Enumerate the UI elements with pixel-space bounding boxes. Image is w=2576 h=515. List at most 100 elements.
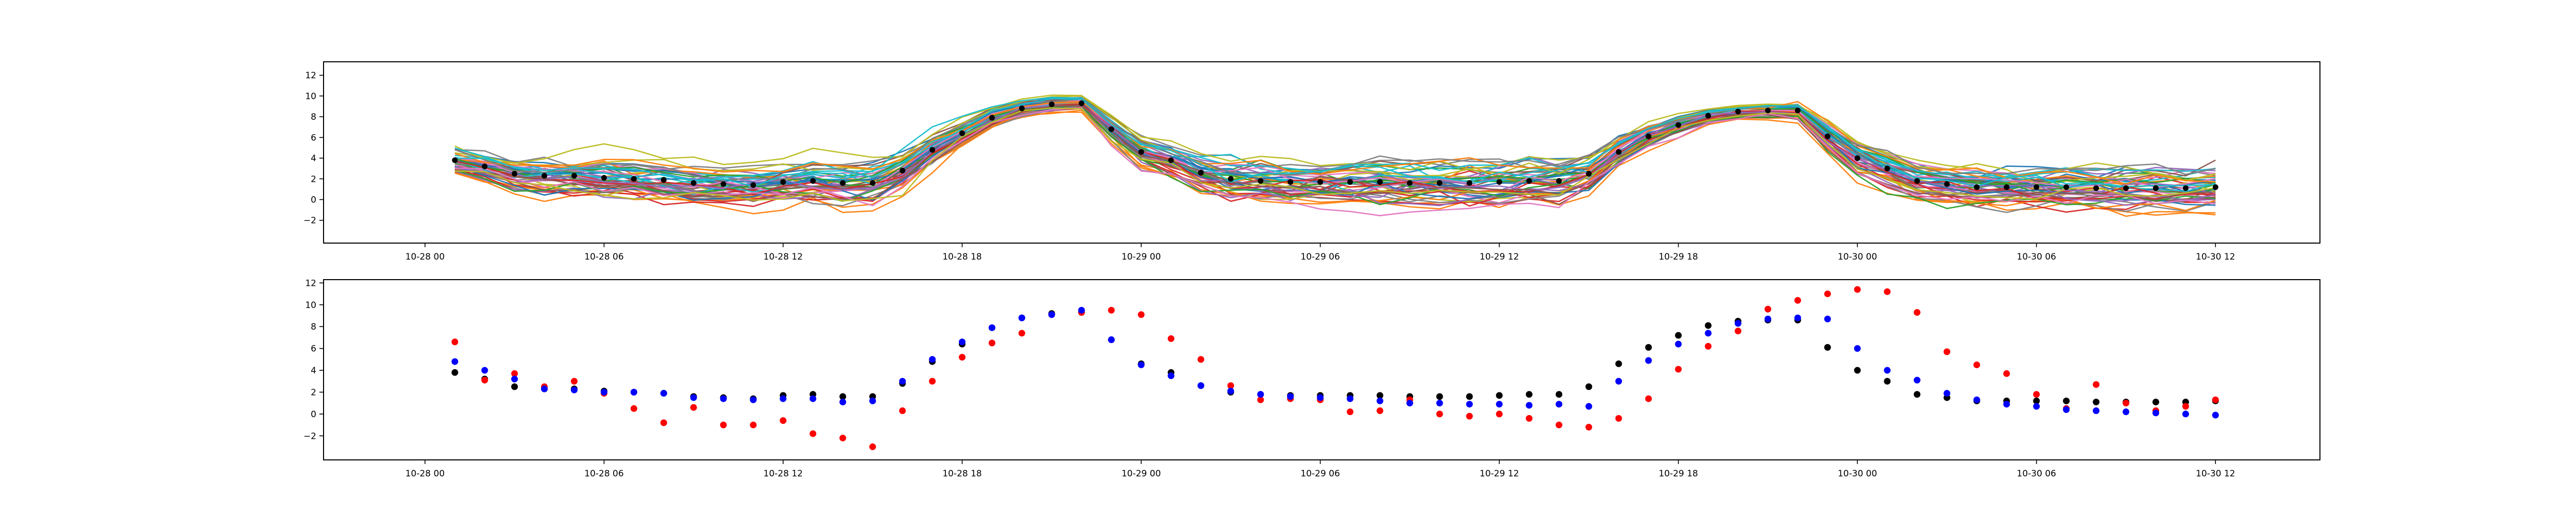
blue-point bbox=[1973, 396, 1980, 403]
top-chart-xtick-label: 10-28 18 bbox=[942, 252, 981, 262]
black-point bbox=[1526, 391, 1533, 398]
red-point bbox=[1854, 286, 1861, 293]
blue-point bbox=[809, 395, 817, 402]
blue-point bbox=[2033, 403, 2040, 410]
scatter-points-group bbox=[451, 286, 2219, 451]
blue-point bbox=[959, 338, 966, 346]
ensemble-mean-point bbox=[1556, 178, 1562, 184]
red-point bbox=[630, 405, 637, 412]
blue-point bbox=[1526, 402, 1533, 409]
ensemble-mean-point bbox=[631, 176, 637, 182]
red-point bbox=[690, 404, 697, 411]
red-point bbox=[899, 407, 906, 415]
ensemble-mean-point bbox=[1108, 126, 1114, 132]
bottom-chart-frame bbox=[323, 279, 2320, 460]
top-chart-ticks: −2 0 2 4 6 8 10 12 10-28 00 10-28 06 10-28 12 10-28… bbox=[303, 71, 2235, 262]
red-point bbox=[1466, 413, 1473, 420]
black-point bbox=[1824, 344, 1831, 351]
ensemble-mean-point bbox=[959, 130, 965, 136]
blue-point bbox=[1376, 397, 1383, 404]
ensemble-mean-point bbox=[2004, 184, 2010, 190]
black-point bbox=[1913, 391, 1921, 398]
blue-point bbox=[660, 390, 667, 397]
ensemble-mean-point bbox=[452, 157, 458, 163]
blue-point bbox=[1555, 401, 1563, 408]
blue-point bbox=[1048, 311, 1055, 318]
blue-point bbox=[779, 395, 787, 402]
ensemble-member-line bbox=[454, 95, 2216, 186]
top-chart-frame bbox=[323, 61, 2320, 244]
red-point bbox=[750, 421, 757, 428]
black-point bbox=[1675, 332, 1682, 339]
ensemble-mean-point bbox=[1347, 179, 1353, 185]
ensemble-mean-point bbox=[840, 180, 846, 186]
red-point bbox=[2003, 370, 2010, 377]
black-point bbox=[2093, 399, 2100, 406]
bottom-chart-xtick-label: 10-29 00 bbox=[1122, 469, 1161, 479]
black-point bbox=[1884, 377, 1891, 385]
black-point bbox=[1705, 322, 1712, 329]
red-point bbox=[2093, 381, 2100, 388]
ensemble-mean-point bbox=[690, 180, 697, 186]
ensemble-mean-point bbox=[989, 115, 995, 121]
ensemble-member-line bbox=[454, 98, 2216, 188]
ensemble-mean-point bbox=[1765, 108, 1771, 114]
blue-point bbox=[2182, 410, 2189, 418]
ensemble-mean-point bbox=[1794, 108, 1801, 114]
red-point bbox=[1496, 410, 1503, 418]
ensemble-mean-point bbox=[780, 179, 786, 185]
ensemble-member-line bbox=[454, 94, 2216, 182]
bottom-chart-xtick-label: 10-28 06 bbox=[584, 469, 623, 479]
ensemble-member-line bbox=[454, 107, 2216, 202]
ensemble-mean-point bbox=[571, 173, 578, 179]
top-chart-xtick-label: 10-29 00 bbox=[1122, 252, 1161, 262]
top-chart-ytick-label: 12 bbox=[305, 71, 316, 81]
top-chart-xtick-label: 10-30 06 bbox=[2017, 252, 2056, 262]
bottom-chart-xtick-label: 10-29 18 bbox=[1658, 469, 1698, 479]
blue-point bbox=[1018, 314, 1025, 321]
black-point bbox=[2033, 397, 2040, 404]
red-point bbox=[2212, 396, 2219, 403]
ensemble-mean-point bbox=[482, 163, 488, 169]
red-point bbox=[1347, 408, 1354, 416]
bottom-chart-xtick-label: 10-28 00 bbox=[405, 469, 445, 479]
ensemble-mean-point bbox=[1228, 176, 1234, 182]
black-point bbox=[2152, 399, 2159, 406]
blue-point bbox=[1496, 401, 1503, 408]
bottom-chart-ytick-label: 8 bbox=[311, 322, 316, 332]
bottom-chart-ytick-label: 12 bbox=[305, 278, 316, 288]
ensemble-mean-point bbox=[1884, 165, 1890, 171]
red-point bbox=[1585, 423, 1592, 431]
red-point bbox=[1197, 356, 1205, 363]
ensemble-mean-point bbox=[1526, 178, 1532, 184]
blue-point bbox=[750, 396, 757, 403]
red-point bbox=[1645, 395, 1652, 402]
ensemble-mean-point bbox=[2212, 184, 2218, 190]
ensemble-mean-point bbox=[1705, 113, 1711, 119]
ensemble-mean-point bbox=[720, 181, 726, 187]
top-chart-xtick-label: 10-28 06 bbox=[584, 252, 623, 262]
ensemble-mean-point bbox=[601, 175, 607, 181]
ensemble-mean-point bbox=[1466, 180, 1472, 186]
red-point bbox=[1735, 328, 1742, 335]
blue-point bbox=[2003, 401, 2010, 408]
top-chart-ytick-label: 10 bbox=[305, 91, 316, 101]
top-chart-xtick-label: 10-29 12 bbox=[1480, 252, 1519, 262]
red-point bbox=[1018, 330, 1025, 337]
blue-point bbox=[1854, 345, 1861, 352]
blue-point bbox=[869, 397, 876, 404]
bottom-chart-xtick-label: 10-29 06 bbox=[1300, 469, 1340, 479]
blue-point bbox=[481, 367, 488, 374]
red-point bbox=[2182, 403, 2189, 410]
blue-point bbox=[1108, 336, 1115, 344]
red-point bbox=[1973, 361, 1980, 368]
red-point bbox=[1705, 342, 1712, 350]
blue-point bbox=[2063, 406, 2070, 413]
bottom-chart-xtick-label: 10-30 06 bbox=[2017, 469, 2056, 479]
blue-point bbox=[690, 394, 697, 401]
ensemble-mean-point bbox=[1287, 179, 1294, 185]
bottom-chart-ytick-label: 2 bbox=[311, 387, 316, 398]
blue-point bbox=[1943, 390, 1951, 397]
ensemble-mean-point bbox=[870, 180, 876, 186]
